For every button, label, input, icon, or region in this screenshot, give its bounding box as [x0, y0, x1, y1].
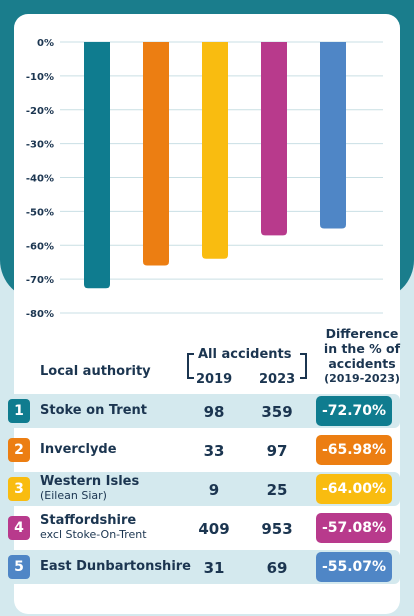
y-tick-label: 0%: [37, 38, 54, 49]
authority-name-text: East Dunbartonshire: [40, 559, 191, 574]
authority-name: East Dunbartonshire: [40, 559, 191, 574]
authority-name: Staffordshire excl Stoke-On-Trent: [40, 513, 147, 541]
bar: [143, 42, 169, 266]
header-all-accidents: All accidents: [198, 347, 292, 362]
bar: [261, 42, 287, 236]
table-row: 1 Stoke on Trent 98 359 -72.70%: [8, 394, 400, 428]
bar: [320, 42, 346, 229]
difference-badge: -64.00%: [316, 474, 392, 504]
rank-badge: 1: [8, 399, 30, 423]
y-tick-label: -40%: [26, 174, 54, 185]
authority-name: Western Isles (Eilean Siar): [40, 474, 139, 502]
table-row: 4 Staffordshire excl Stoke-On-Trent 409 …: [8, 511, 400, 545]
rank-badge: 4: [8, 516, 30, 540]
header-diff-line2: in the % of: [323, 341, 401, 356]
header-difference: Difference in the % of accidents (2019-2…: [312, 326, 412, 386]
rank-badge: 2: [8, 438, 30, 462]
y-tick-label: -30%: [26, 140, 54, 151]
header-2019: 2019: [196, 372, 233, 387]
header-diff-line1: Difference: [325, 326, 399, 341]
bar-chart: 0% -10% -20% -30% -40% -50% -60% -70% -80%: [26, 38, 383, 320]
authority-name-text: Western Isles: [40, 474, 140, 489]
value-2023: 359: [261, 403, 293, 421]
y-tick-label: -60%: [26, 241, 54, 252]
authority-subname: excl Stoke-On-Trent: [40, 528, 147, 541]
all-accidents-bracket: [187, 353, 307, 379]
difference-badge: -57.08%: [316, 513, 392, 543]
header-2023: 2023: [259, 372, 296, 387]
difference-badge: -65.98%: [316, 435, 392, 465]
y-tick-label: -70%: [26, 275, 54, 286]
value-2019: 33: [203, 442, 225, 460]
value-2019: 409: [198, 520, 230, 538]
header-local-authority: Local authority: [40, 364, 151, 379]
value-2023: 953: [261, 520, 293, 538]
header-diff-line4: (2019-2023): [324, 372, 400, 385]
value-2019: 31: [203, 559, 225, 577]
difference-badge: -55.07%: [316, 552, 392, 582]
value-2023: 25: [266, 481, 288, 499]
value-2023: 97: [266, 442, 288, 460]
y-tick-label: -20%: [26, 106, 54, 117]
bar: [202, 42, 228, 259]
authority-name: Stoke on Trent: [40, 403, 147, 418]
table-row: 5 East Dunbartonshire 31 69 -55.07%: [8, 550, 400, 584]
table-row: 2 Inverclyde 33 97 -65.98%: [8, 433, 400, 467]
authority-name: Inverclyde: [40, 442, 117, 457]
header-diff-line3: accidents: [328, 356, 396, 371]
y-tick-label: -50%: [26, 207, 54, 218]
value-2023: 69: [266, 559, 288, 577]
difference-badge: -72.70%: [316, 396, 392, 426]
authority-name-text: Inverclyde: [40, 442, 117, 457]
authority-subname: (Eilean Siar): [40, 489, 107, 502]
authority-name-text: Staffordshire: [40, 513, 137, 528]
value-2019: 98: [203, 403, 225, 421]
rank-badge: 3: [8, 477, 30, 501]
y-tick-label: -80%: [26, 309, 54, 320]
bar: [84, 42, 110, 289]
value-2019: 9: [208, 481, 220, 499]
authority-name-text: Stoke on Trent: [40, 403, 147, 418]
table-row: 3 Western Isles (Eilean Siar) 9 25 -64.0…: [8, 472, 400, 506]
rank-badge: 5: [8, 555, 30, 579]
y-tick-label: -10%: [26, 72, 54, 83]
